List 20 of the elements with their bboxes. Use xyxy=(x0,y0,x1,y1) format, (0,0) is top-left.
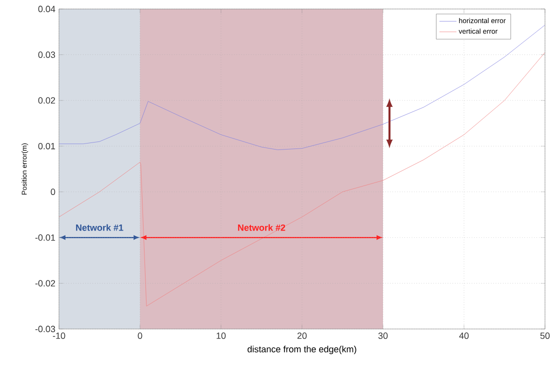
y-tick-label: -0.03 xyxy=(35,326,56,332)
x-tick-label: 30 xyxy=(378,332,388,339)
line-series xyxy=(59,52,545,306)
band-label: Network #2 xyxy=(238,224,286,231)
x-axis-title: distance from the edge(km) xyxy=(248,346,356,354)
y-tick-label: 0 xyxy=(50,188,56,196)
x-tick-label: 20 xyxy=(297,332,307,339)
line-series xyxy=(59,24,545,150)
y-tick-label: -0.01 xyxy=(35,234,56,241)
y-tick-label: 0.04 xyxy=(38,6,56,12)
x-tick-label: 0 xyxy=(138,332,142,339)
x-tick-label: -10 xyxy=(52,332,66,339)
x-tick-label: 50 xyxy=(540,332,550,339)
y-tick-label: 0.03 xyxy=(38,52,56,58)
y-tick-label: 0.01 xyxy=(38,142,56,150)
y-tick-label: 0.02 xyxy=(38,97,56,104)
y-tick-label: -0.02 xyxy=(35,280,56,286)
x-tick-label: 40 xyxy=(459,332,469,339)
x-tick-label: 10 xyxy=(216,332,226,339)
band-label: Network #1 xyxy=(76,224,124,231)
